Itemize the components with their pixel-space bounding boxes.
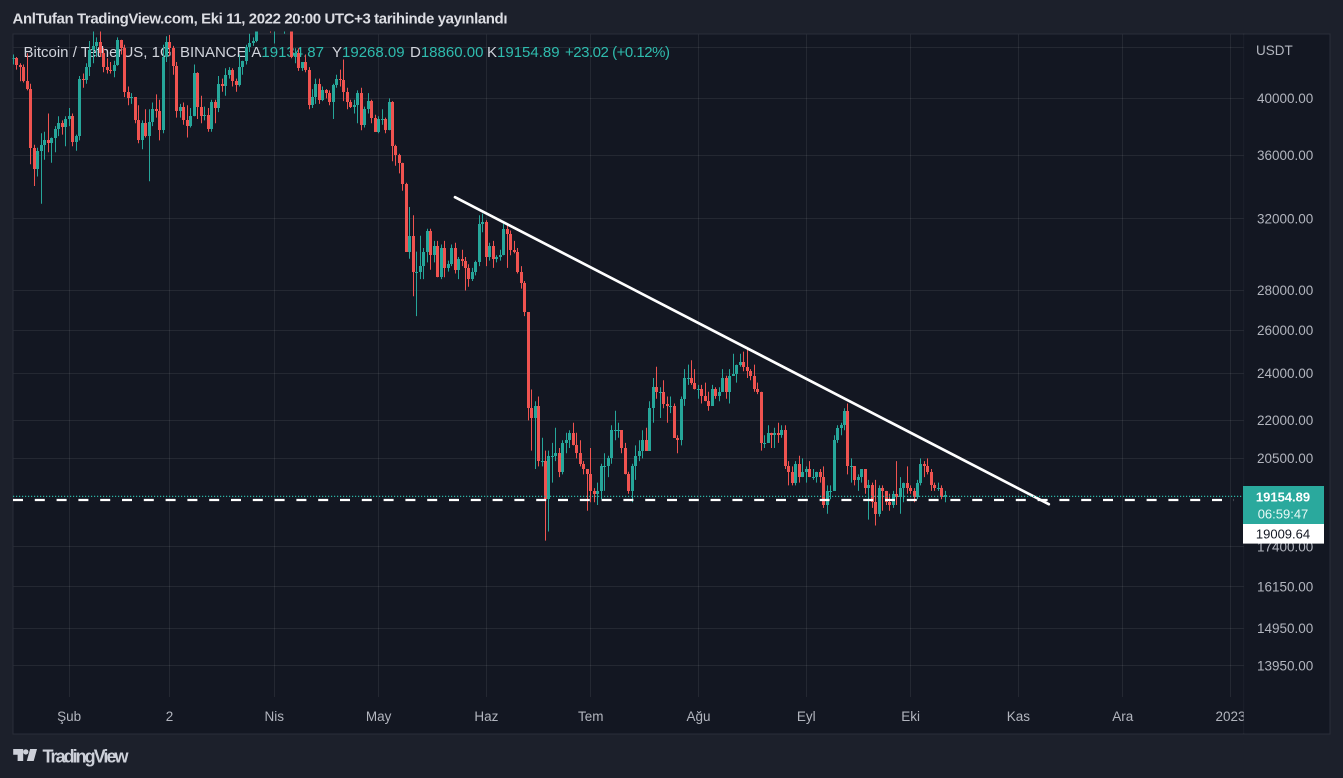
svg-text:14950.00: 14950.00: [1257, 621, 1313, 636]
svg-text:Eyl: Eyl: [797, 709, 816, 724]
svg-text:32000.00: 32000.00: [1257, 211, 1313, 226]
svg-text:26000.00: 26000.00: [1257, 323, 1313, 338]
svg-text:May: May: [366, 709, 392, 724]
svg-text:06:59:47: 06:59:47: [1258, 507, 1309, 522]
svg-text:16150.00: 16150.00: [1257, 580, 1313, 595]
svg-text:Eki: Eki: [901, 709, 920, 724]
svg-text:20500.00: 20500.00: [1257, 451, 1313, 466]
svg-text:Bitcoin / TetherUS, 1G, BINANC: Bitcoin / TetherUS, 1G, BINANCE: [24, 44, 247, 61]
svg-text:Şub: Şub: [57, 709, 81, 724]
svg-text:2: 2: [166, 709, 174, 724]
svg-text:40000.00: 40000.00: [1257, 91, 1313, 106]
svg-text:Kas: Kas: [1007, 709, 1031, 724]
svg-text:24000.00: 24000.00: [1257, 366, 1313, 381]
svg-text:13950.00: 13950.00: [1257, 658, 1313, 673]
svg-text:22000.00: 22000.00: [1257, 413, 1313, 428]
svg-text:USDT: USDT: [1256, 43, 1293, 58]
svg-text:28000.00: 28000.00: [1257, 283, 1313, 298]
svg-text:AnlTufan TradingView.com, Eki: AnlTufan TradingView.com, Eki 11, 2022 2…: [13, 10, 508, 27]
svg-text:36000.00: 36000.00: [1257, 148, 1313, 163]
svg-text:Ara: Ara: [1112, 709, 1134, 724]
svg-text:Haz: Haz: [474, 709, 498, 724]
svg-text:Ağu: Ağu: [686, 709, 710, 724]
svg-text:2023: 2023: [1215, 709, 1245, 724]
svg-text:19154.89: 19154.89: [1256, 490, 1310, 505]
svg-text:TradingView: TradingView: [43, 746, 130, 766]
svg-text:Tem: Tem: [578, 709, 604, 724]
svg-text:Nis: Nis: [265, 709, 285, 724]
svg-text:19009.64: 19009.64: [1256, 527, 1310, 542]
